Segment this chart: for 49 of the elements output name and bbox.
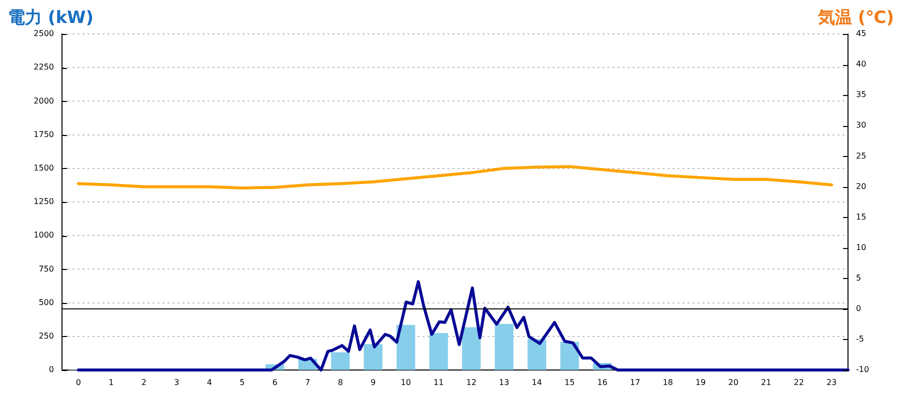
y2-tick-label: 20 [856, 182, 866, 191]
x-tick-label: 1 [108, 378, 114, 387]
x-tick-label: 17 [630, 378, 640, 387]
x-tick-label: 15 [564, 378, 575, 387]
y2-tick-label: 15 [856, 212, 866, 222]
x-tick-label: 18 [662, 378, 673, 387]
y2-tick-label: 35 [856, 90, 866, 100]
y-tick-label: 1000 [34, 230, 54, 240]
x-tick-label: 14 [532, 378, 542, 387]
x-tick-label: 19 [696, 378, 706, 387]
y2-axis-title: 気温 (℃) [818, 7, 894, 29]
y-tick-label: 1250 [34, 197, 54, 206]
y2-tick-label: 10 [856, 242, 866, 252]
y-tick-label: 1750 [34, 130, 54, 139]
y2-tick-label: 40 [856, 60, 866, 69]
x-tick-label: 13 [499, 378, 510, 387]
x-tick-label: 4 [206, 378, 212, 387]
y2-tick-label: 25 [856, 151, 866, 160]
y-tick-label: 2500 [34, 29, 54, 38]
y-tick-label: 750 [38, 264, 54, 274]
x-tick-label: 12 [466, 378, 476, 387]
y-tick-label: 2250 [34, 62, 54, 72]
x-tick-label: 9 [370, 378, 376, 387]
y2-tick-label: 30 [856, 120, 866, 130]
y2-tick-label: 0 [856, 304, 862, 313]
x-tick-label: 11 [434, 378, 444, 387]
y-tick-label: 1500 [34, 163, 54, 172]
x-tick-label: 21 [761, 378, 772, 387]
y2-tick-label: -10 [856, 365, 870, 374]
x-tick-label: 0 [76, 378, 81, 387]
x-tick-label: 2 [141, 378, 146, 387]
y-axis-title: 電力 (kW) [8, 7, 94, 29]
y2-tick-label: 5 [856, 273, 862, 282]
y-tick-label: 250 [38, 331, 54, 340]
y-tick-label: 500 [38, 298, 54, 307]
x-tick-label: 5 [240, 378, 245, 387]
x-tick-label: 3 [174, 378, 180, 387]
x-tick-label: 23 [826, 378, 837, 387]
x-tick-label: 10 [400, 378, 411, 387]
y2-tick-label: 45 [856, 29, 866, 38]
x-tick-label: 16 [597, 378, 608, 387]
y-tick-label: 2000 [34, 96, 54, 106]
y2-tick-label: -5 [856, 334, 864, 344]
x-tick-label: 6 [272, 378, 278, 387]
x-tick-label: 8 [338, 378, 343, 387]
y-tick-label: 0 [48, 365, 54, 374]
x-tick-label: 22 [794, 378, 804, 387]
x-tick-label: 7 [305, 378, 310, 387]
x-tick-label: 20 [728, 378, 738, 387]
